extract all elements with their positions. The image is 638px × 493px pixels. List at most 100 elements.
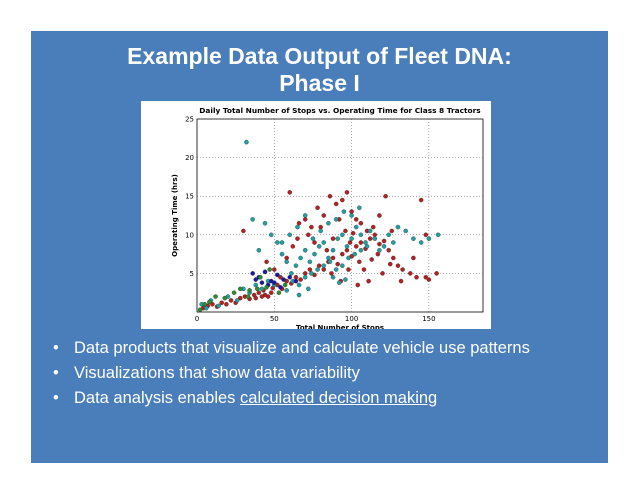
data-point (289, 271, 294, 276)
data-point (262, 220, 268, 226)
data-point (306, 286, 311, 292)
data-point (383, 193, 388, 199)
data-point (296, 292, 302, 298)
data-point (307, 259, 313, 265)
data-point (330, 255, 336, 261)
bullet-text: Data analysis enables (74, 389, 241, 407)
data-point (367, 228, 373, 234)
data-point (358, 232, 364, 238)
data-point (238, 295, 243, 301)
data-point (258, 275, 263, 280)
data-point (357, 259, 362, 265)
data-point (302, 213, 308, 218)
data-point (284, 259, 289, 265)
data-point (284, 255, 289, 261)
data-point (312, 251, 317, 257)
data-point (256, 247, 262, 253)
data-point (204, 305, 209, 311)
data-point (210, 302, 215, 307)
data-point (411, 255, 416, 261)
data-point (287, 190, 293, 195)
plot-frame (196, 118, 484, 313)
data-point (253, 282, 258, 288)
data-point (377, 247, 382, 253)
data-point (418, 197, 424, 203)
data-point (262, 269, 268, 275)
data-point (435, 232, 441, 238)
data-point (395, 224, 401, 230)
data-point (250, 217, 255, 222)
data-point (302, 275, 308, 280)
data-point (358, 240, 364, 245)
bullet-text: Visualizations that show data variabilit… (74, 364, 360, 382)
data-point (343, 277, 348, 282)
data-point (346, 255, 351, 261)
data-point (268, 290, 274, 295)
bullet-dot: • (53, 364, 59, 382)
data-point (377, 213, 382, 218)
data-point (329, 271, 334, 276)
data-point (309, 271, 314, 276)
data-point (276, 290, 282, 295)
calculated-decision-making-link[interactable]: calculated decision making (240, 389, 438, 407)
data-point (423, 275, 429, 280)
data-point (398, 278, 404, 284)
data-point (316, 244, 322, 249)
data-point (327, 259, 333, 265)
data-point (418, 240, 424, 245)
data-point (259, 286, 265, 292)
data-point (321, 240, 327, 245)
data-point (245, 294, 251, 299)
data-point (321, 213, 327, 218)
data-point (333, 267, 339, 272)
data-point (363, 240, 368, 245)
data-point (353, 244, 359, 249)
data-point (302, 271, 308, 276)
data-point (278, 275, 283, 280)
slide: Example Data Output of Fleet DNA: Phase … (31, 31, 608, 463)
data-point (336, 280, 342, 285)
data-point (222, 295, 228, 301)
data-point (387, 261, 393, 267)
data-point (347, 240, 353, 245)
data-point (296, 220, 302, 226)
x-tick-label: 0 (195, 315, 199, 323)
data-point (275, 240, 280, 245)
data-point (330, 275, 336, 280)
data-point (340, 197, 345, 203)
bullet-list: • Data products that visualize and calcu… (51, 338, 591, 413)
data-point (391, 255, 396, 261)
data-point (281, 277, 286, 282)
data-point (250, 271, 255, 276)
data-point (380, 271, 385, 276)
title-line-2: Phase I (279, 70, 360, 96)
x-axis-label: Total Number of Stops (296, 324, 384, 329)
data-point (335, 261, 340, 267)
bullet-dot: • (53, 339, 59, 357)
data-point (202, 302, 207, 307)
data-point (344, 190, 350, 195)
data-point (272, 280, 277, 285)
chart-panel: Daily Total Number of Stops vs. Operatin… (141, 101, 491, 329)
data-point (426, 277, 432, 282)
data-point (343, 228, 348, 234)
data-point (255, 286, 260, 292)
data-point (330, 236, 336, 241)
data-point (279, 251, 285, 257)
y-tick-label: 25 (185, 116, 194, 124)
data-point (264, 259, 269, 265)
data-point (312, 240, 317, 245)
x-tick-label: 50 (270, 315, 279, 323)
data-point (353, 217, 359, 222)
data-point (340, 251, 345, 257)
data-point (315, 205, 320, 211)
data-point (253, 277, 258, 282)
chart-title: Daily Total Number of Stops vs. Operatin… (199, 106, 481, 115)
data-point (298, 277, 303, 282)
data-point (361, 267, 367, 272)
title-line-1: Example Data Output of Fleet DNA: (127, 43, 512, 69)
data-point (219, 300, 224, 305)
data-point (349, 213, 354, 218)
data-point (290, 244, 296, 249)
y-tick-label: 10 (185, 231, 194, 239)
